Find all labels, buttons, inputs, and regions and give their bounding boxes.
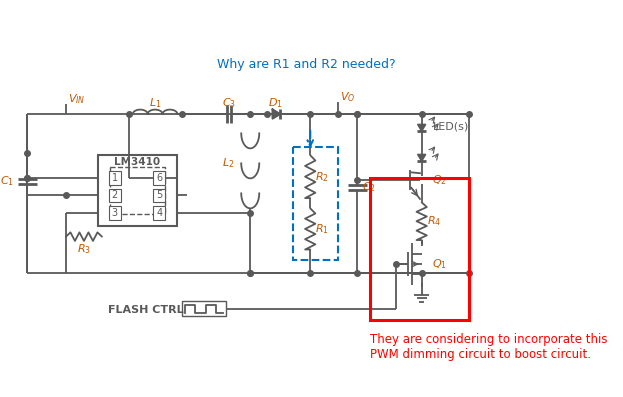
Text: LM3410: LM3410 (114, 157, 160, 167)
Bar (98, 155, 176, 225)
Text: $L_1$: $L_1$ (149, 96, 161, 110)
Polygon shape (417, 154, 426, 161)
Text: 2: 2 (112, 191, 118, 200)
Text: 5: 5 (156, 191, 163, 200)
Text: $R_2$: $R_2$ (315, 170, 329, 183)
Text: $R_1$: $R_1$ (315, 222, 329, 236)
Bar (370, 178, 469, 320)
Bar (110, 167, 164, 214)
Bar (153, 189, 165, 202)
Bar (153, 206, 165, 220)
Bar (109, 172, 121, 185)
Text: $D_1$: $D_1$ (268, 96, 282, 110)
Text: $Q_1$: $Q_1$ (432, 257, 447, 271)
Text: $R_4$: $R_4$ (427, 214, 441, 228)
Text: 6: 6 (156, 173, 163, 183)
Text: 1: 1 (112, 173, 118, 183)
Bar (293, 146, 338, 260)
Text: $L_2$: $L_2$ (222, 156, 235, 170)
Text: $R_3$: $R_3$ (77, 242, 91, 256)
Bar (109, 189, 121, 202)
Text: $V_O$: $V_O$ (340, 90, 356, 104)
Text: $V_{IN}$: $V_{IN}$ (68, 92, 85, 106)
Text: FLASH CTRL: FLASH CTRL (108, 304, 184, 314)
Text: $C_3$: $C_3$ (222, 96, 236, 110)
Bar (153, 172, 165, 185)
Text: LED(s): LED(s) (433, 122, 469, 132)
Text: $C_1$: $C_1$ (0, 174, 14, 188)
Text: They are considering to incorporate this
PWM dimming circuit to boost circuit.: They are considering to incorporate this… (370, 333, 608, 360)
Text: Why are R1 and R2 needed?: Why are R1 and R2 needed? (217, 58, 395, 71)
Text: $Q_2$: $Q_2$ (432, 173, 447, 187)
Text: 3: 3 (112, 208, 118, 218)
Polygon shape (417, 124, 426, 131)
Bar (109, 206, 121, 220)
Text: 4: 4 (156, 208, 163, 218)
Bar (182, 301, 226, 316)
Polygon shape (272, 110, 280, 119)
Text: $C_2$: $C_2$ (363, 180, 376, 194)
